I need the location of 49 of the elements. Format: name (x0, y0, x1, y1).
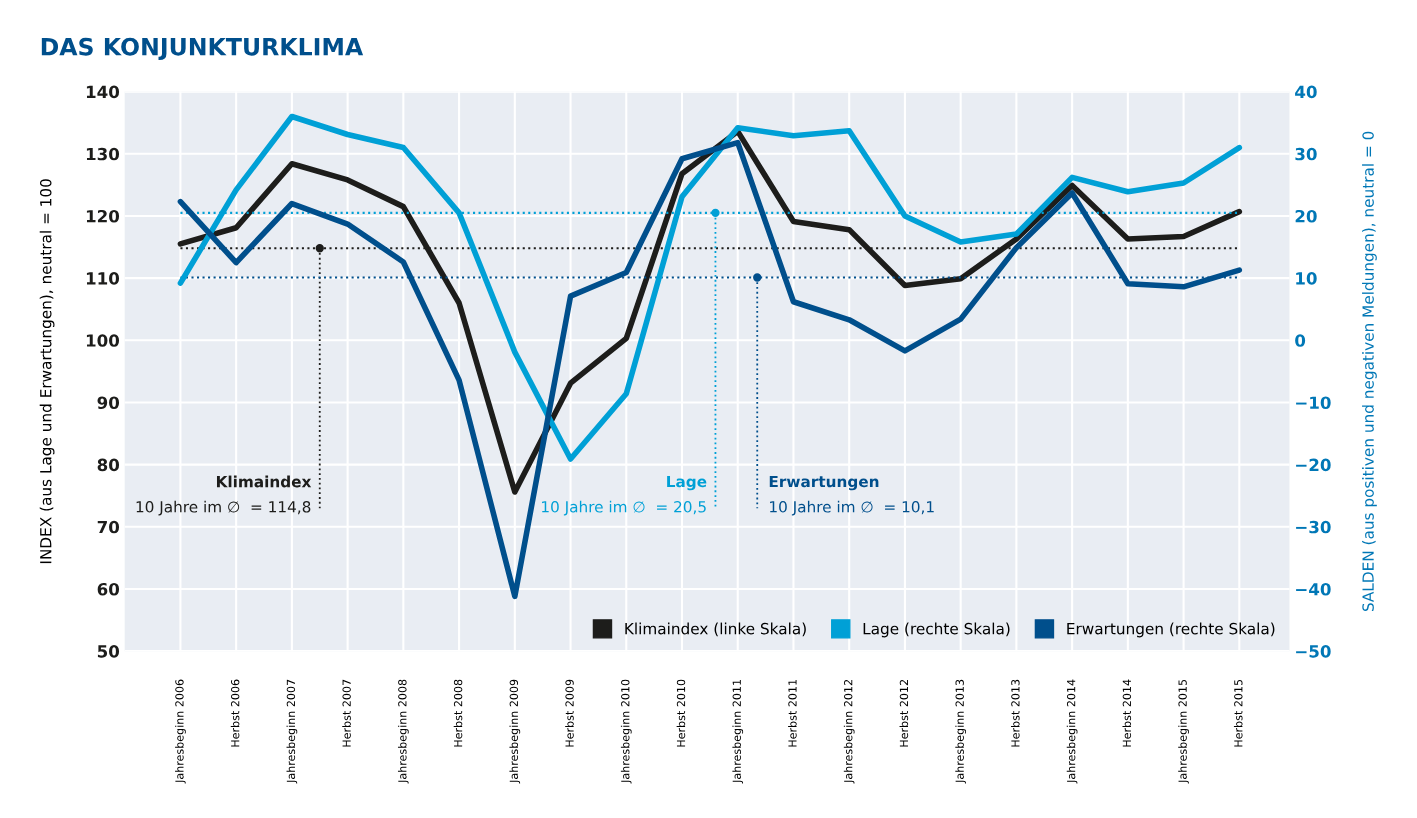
legend-label: Klimaindex (linke Skala) (625, 622, 806, 637)
y-tick-label: 140 (86, 85, 120, 99)
x-tick-label: Jahresbeginn 2012 (843, 680, 855, 784)
x-tick-label: Jahresbeginn 2015 (1178, 679, 1189, 784)
x-tick-label: Herbst 2013 (1011, 679, 1020, 747)
x-tick-label: Herbst 2010 (676, 679, 686, 747)
chart-title: DAS KONJUNKTURKLIMA (41, 37, 364, 61)
ref-line-label: Erwartungen 10 Jahre im ∅ = 10,1 (769, 475, 934, 516)
y2-tick-label: 10 (1296, 272, 1317, 285)
y-axis-title: INDEX (aus Lage und Erwartungen), neutral = 100 (39, 179, 55, 564)
x-tick-label: Jahresbeginn 2011 (732, 679, 744, 784)
y-tick-label: 120 (86, 209, 120, 223)
x-tick-label: Jahresbeginn 2006 (175, 679, 186, 784)
x-tick-label: Herbst 2009 (565, 679, 574, 747)
y2-tick-label: 20 (1295, 209, 1317, 223)
y2-tick-label: 40 (1295, 85, 1317, 99)
ref-line-label: Lage 10 Jahre im ∅ = 20,5 (542, 475, 707, 516)
x-tick-label: Herbst 2011 (788, 679, 797, 747)
y-tick-label: 70 (97, 520, 120, 534)
y2-tick-label: −40 (1296, 582, 1331, 596)
ref-line-label: Klimaindex 10 Jahre im ∅ = 114,8 (136, 475, 312, 516)
x-tick-label: Jahresbeginn 2014 (1066, 679, 1078, 784)
x-tick-label: Jahresbeginn 2008 (397, 679, 409, 784)
x-tick-label: Herbst 2006 (230, 679, 240, 747)
y2-axis-title: SALDEN (aus positiven und negativen Meldungen), neutral = 0 (1362, 131, 1377, 612)
y-tick-label: 80 (97, 458, 120, 472)
y2-tick-label: −20 (1296, 458, 1331, 472)
y-tick-label: 110 (86, 272, 120, 285)
y-tick-label: 90 (97, 396, 120, 410)
y-tick-label: 100 (86, 334, 120, 347)
x-tick-label: Jahresbeginn 2007 (286, 679, 298, 784)
y2-tick-label: 0 (1295, 334, 1306, 347)
x-tick-label: Herbst 2007 (342, 679, 351, 747)
x-tick-label: Herbst 2014 (1122, 679, 1132, 747)
legend-label: Erwartungen (rechte Skala) (1067, 622, 1275, 638)
y2-tick-label: −50 (1296, 645, 1331, 658)
y2-tick-label: −10 (1296, 396, 1331, 410)
x-tick-label: Herbst 2012 (899, 680, 909, 747)
legend-label: Lage (rechte Skala) (863, 622, 1010, 638)
y-tick-label: 60 (97, 582, 120, 596)
x-tick-label: Jahresbeginn 2010 (620, 679, 632, 784)
x-tick-label: Jahresbeginn 2009 (509, 679, 521, 784)
y-tick-label: 130 (86, 147, 120, 161)
y-tick-label: 50 (97, 645, 120, 658)
y2-tick-label: −30 (1296, 520, 1331, 534)
x-tick-label: Herbst 2015 (1233, 679, 1243, 747)
x-tick-label: Jahresbeginn 2013 (955, 679, 967, 784)
y2-tick-label: 30 (1295, 147, 1317, 161)
x-tick-label: Herbst 2008 (453, 679, 463, 747)
